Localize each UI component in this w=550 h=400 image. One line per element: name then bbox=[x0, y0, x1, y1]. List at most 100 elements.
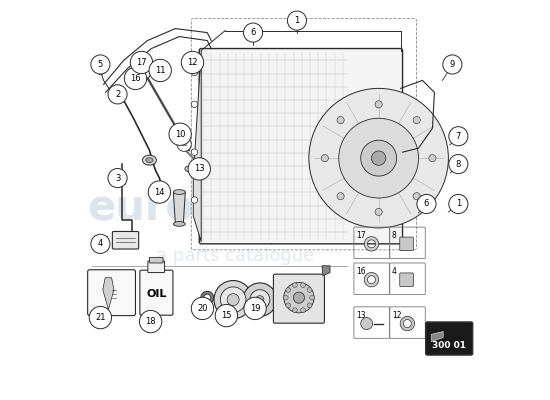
FancyBboxPatch shape bbox=[199, 48, 403, 244]
Text: 13: 13 bbox=[194, 164, 205, 174]
Circle shape bbox=[361, 140, 397, 176]
Circle shape bbox=[375, 208, 382, 216]
Circle shape bbox=[191, 197, 197, 203]
FancyBboxPatch shape bbox=[112, 232, 139, 249]
Polygon shape bbox=[431, 332, 443, 342]
Polygon shape bbox=[322, 266, 330, 276]
FancyBboxPatch shape bbox=[140, 270, 173, 315]
Circle shape bbox=[108, 168, 127, 188]
Text: 21: 21 bbox=[95, 313, 106, 322]
Text: 12: 12 bbox=[187, 58, 198, 67]
Text: 7: 7 bbox=[455, 132, 461, 141]
Polygon shape bbox=[173, 192, 185, 224]
Text: 3: 3 bbox=[115, 174, 120, 182]
Text: 4: 4 bbox=[392, 267, 397, 276]
Circle shape bbox=[191, 149, 197, 155]
Text: 12: 12 bbox=[180, 142, 188, 147]
Text: 10: 10 bbox=[175, 130, 185, 139]
Circle shape bbox=[108, 85, 127, 104]
FancyBboxPatch shape bbox=[426, 322, 472, 355]
Text: 18: 18 bbox=[145, 317, 156, 326]
Text: 16: 16 bbox=[130, 74, 141, 83]
Circle shape bbox=[243, 283, 277, 316]
Circle shape bbox=[244, 297, 266, 320]
Circle shape bbox=[375, 101, 382, 108]
Circle shape bbox=[215, 304, 238, 327]
Ellipse shape bbox=[173, 222, 185, 226]
Circle shape bbox=[256, 296, 264, 304]
Ellipse shape bbox=[185, 166, 194, 172]
Text: OIL: OIL bbox=[146, 289, 167, 299]
Circle shape bbox=[337, 193, 344, 200]
FancyBboxPatch shape bbox=[87, 270, 135, 316]
Text: 4: 4 bbox=[98, 239, 103, 248]
Circle shape bbox=[449, 194, 468, 214]
Text: 13: 13 bbox=[356, 311, 366, 320]
Text: 14: 14 bbox=[154, 188, 164, 196]
Circle shape bbox=[443, 55, 462, 74]
Circle shape bbox=[250, 290, 270, 310]
Text: 1: 1 bbox=[456, 200, 461, 208]
FancyBboxPatch shape bbox=[148, 261, 164, 272]
Circle shape bbox=[214, 280, 252, 319]
Circle shape bbox=[91, 234, 110, 254]
Text: 12: 12 bbox=[392, 311, 402, 320]
Circle shape bbox=[191, 101, 197, 108]
Text: 8: 8 bbox=[455, 160, 461, 169]
Circle shape bbox=[361, 318, 373, 330]
Circle shape bbox=[286, 288, 290, 292]
Ellipse shape bbox=[173, 190, 185, 194]
Circle shape bbox=[339, 118, 419, 198]
Polygon shape bbox=[103, 278, 114, 310]
Polygon shape bbox=[193, 50, 201, 242]
Circle shape bbox=[116, 93, 121, 98]
Circle shape bbox=[293, 308, 297, 312]
Circle shape bbox=[91, 55, 110, 74]
Circle shape bbox=[429, 154, 436, 162]
FancyBboxPatch shape bbox=[400, 237, 413, 251]
Circle shape bbox=[148, 181, 170, 203]
Circle shape bbox=[140, 68, 151, 78]
Circle shape bbox=[244, 23, 263, 42]
Circle shape bbox=[301, 308, 305, 312]
Text: eurospares: eurospares bbox=[87, 187, 351, 229]
Text: 20: 20 bbox=[197, 304, 208, 313]
Circle shape bbox=[286, 303, 290, 308]
Circle shape bbox=[98, 70, 103, 75]
Text: a parts catalogue: a parts catalogue bbox=[156, 247, 314, 265]
Circle shape bbox=[182, 51, 204, 74]
Text: 5: 5 bbox=[98, 60, 103, 69]
Circle shape bbox=[449, 154, 468, 174]
Circle shape bbox=[417, 194, 436, 214]
Circle shape bbox=[321, 154, 328, 162]
Circle shape bbox=[310, 295, 315, 300]
Circle shape bbox=[191, 69, 197, 76]
FancyBboxPatch shape bbox=[273, 274, 324, 323]
Circle shape bbox=[140, 310, 162, 333]
Text: 6: 6 bbox=[424, 200, 429, 208]
Circle shape bbox=[89, 306, 112, 329]
Circle shape bbox=[307, 303, 312, 308]
Text: 16: 16 bbox=[356, 267, 366, 276]
Circle shape bbox=[371, 151, 386, 165]
Text: 15: 15 bbox=[221, 311, 232, 320]
Text: 2: 2 bbox=[115, 90, 120, 99]
Circle shape bbox=[124, 67, 147, 90]
Text: 300 01: 300 01 bbox=[432, 341, 466, 350]
Text: 11: 11 bbox=[155, 66, 166, 75]
Ellipse shape bbox=[146, 158, 153, 162]
Circle shape bbox=[413, 193, 420, 200]
Circle shape bbox=[177, 137, 191, 151]
Circle shape bbox=[283, 295, 288, 300]
FancyBboxPatch shape bbox=[150, 258, 163, 263]
Circle shape bbox=[301, 283, 305, 288]
Circle shape bbox=[188, 158, 211, 180]
Circle shape bbox=[449, 127, 468, 146]
Circle shape bbox=[309, 88, 448, 228]
Text: 6: 6 bbox=[250, 28, 256, 37]
Circle shape bbox=[130, 51, 153, 74]
Circle shape bbox=[337, 116, 344, 124]
Text: 17: 17 bbox=[136, 58, 147, 67]
Text: 9: 9 bbox=[450, 60, 455, 69]
Circle shape bbox=[287, 11, 306, 30]
